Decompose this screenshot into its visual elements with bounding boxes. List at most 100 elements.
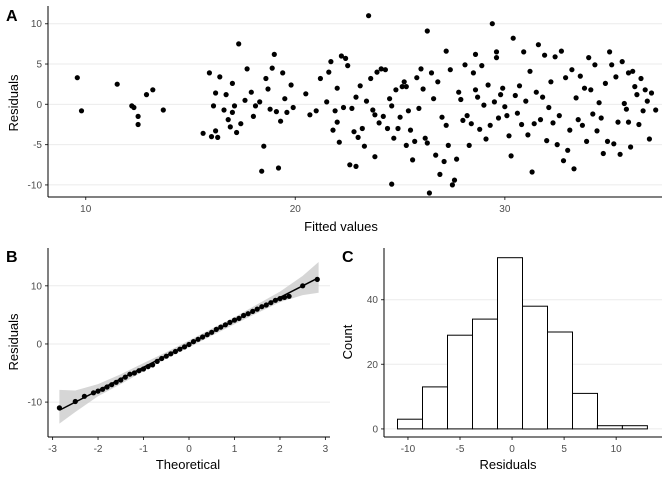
x-tick-label-b-1: -2	[94, 444, 103, 455]
scatter-point	[508, 153, 514, 159]
qq-point	[227, 319, 233, 325]
scatter-point	[609, 62, 615, 68]
scatter-point	[261, 143, 267, 149]
scatter-point	[387, 96, 393, 102]
scatter-point	[527, 68, 533, 74]
scatter-point	[290, 104, 296, 111]
x-tick-label-c-1: -5	[456, 444, 465, 455]
scatter-point	[399, 84, 405, 90]
y-axis-title-a: Residuals	[6, 74, 21, 132]
scatter-point	[252, 103, 259, 109]
scatter-point	[592, 62, 598, 68]
scatter-point	[510, 35, 516, 41]
scatter-point	[443, 48, 449, 54]
scatter-point	[426, 190, 432, 196]
scatter-point	[150, 87, 156, 93]
scatter-point	[215, 134, 221, 140]
scatter-point	[361, 143, 367, 149]
scatter-point	[573, 95, 579, 101]
scatter-point	[598, 115, 604, 121]
scatter-point	[372, 154, 378, 160]
histogram-bar	[621, 425, 648, 430]
histogram-bar	[422, 386, 448, 430]
scatter-point	[607, 49, 613, 55]
scatter-point	[332, 108, 338, 114]
scatter-point	[596, 100, 602, 106]
scatter-point	[271, 51, 277, 58]
scatter-point	[466, 142, 472, 148]
scatter-point	[588, 87, 594, 93]
scatter-point	[372, 112, 378, 118]
x-tick-label-b-3: 0	[186, 444, 192, 455]
scatter-point	[500, 85, 506, 91]
scatter-point	[581, 85, 588, 91]
qq-point	[231, 317, 238, 323]
x-tick-label-a-2: 30	[499, 204, 511, 215]
qq-point	[168, 351, 174, 357]
scatter-point	[267, 106, 273, 112]
x-tick-label-b-5: 2	[277, 444, 283, 455]
scatter-point	[282, 96, 288, 102]
scatter-point	[630, 68, 636, 74]
scatter-point	[410, 157, 416, 163]
scatter-point	[135, 113, 141, 119]
y-tick-label-b-2: 10	[31, 281, 43, 292]
scatter-point	[424, 28, 430, 34]
scatter-point	[548, 79, 554, 85]
scatter-point	[537, 117, 544, 123]
scatter-point	[550, 120, 556, 126]
scatter-point	[602, 80, 609, 86]
panel-tag-b: B	[6, 249, 18, 266]
y-tick-label-a-0: -10	[28, 180, 43, 191]
qq-point	[163, 353, 169, 359]
scatter-point	[307, 112, 313, 118]
scatter-point	[284, 109, 290, 115]
histogram-bar	[547, 331, 573, 430]
scatter-point	[516, 83, 523, 89]
qq-point	[118, 377, 124, 383]
qq-point	[72, 398, 78, 405]
qq-point	[190, 339, 197, 345]
scatter-point	[313, 108, 319, 114]
scatter-point	[242, 97, 248, 103]
panel-tag-c: C	[342, 249, 354, 266]
qq-point	[127, 371, 133, 377]
scatter-point	[506, 133, 512, 139]
scatter-point	[523, 98, 529, 104]
x-tick-label-c-3: 5	[561, 444, 567, 455]
scatter-point	[445, 142, 451, 148]
scatter-point	[512, 92, 518, 99]
scatter-point	[229, 109, 235, 115]
x-tick-label-b-2: -1	[139, 444, 148, 455]
scatter-point	[439, 114, 445, 120]
scatter-point	[451, 177, 458, 183]
scatter-point	[389, 181, 395, 187]
qq-point	[241, 312, 247, 319]
scatter-point	[565, 147, 571, 153]
scatter-point	[78, 108, 85, 114]
scatter-point	[546, 104, 552, 111]
scatter-point	[208, 134, 215, 140]
y-tick-label-c-2: 40	[367, 295, 379, 306]
scatter-point	[621, 100, 627, 107]
scatter-point	[483, 136, 489, 142]
scatter-point	[345, 63, 351, 69]
x-tick-label-c-2: 0	[509, 444, 515, 455]
scatter-point	[644, 98, 650, 104]
x-tick-label-c-4: 10	[611, 444, 623, 455]
scatter-point	[449, 182, 455, 188]
x-tick-label-b-6: 3	[323, 444, 329, 455]
scatter-point	[418, 66, 424, 72]
scatter-point	[493, 49, 500, 55]
scatter-point	[424, 140, 430, 146]
scatter-point	[569, 67, 575, 73]
scatter-point	[638, 75, 644, 82]
scatter-point	[533, 89, 539, 95]
scatter-point	[447, 67, 453, 73]
scatter-point	[628, 144, 634, 150]
qq-point	[222, 322, 228, 328]
scatter-point	[472, 51, 479, 58]
scatter-point	[401, 79, 407, 85]
scatter-point	[462, 62, 468, 68]
